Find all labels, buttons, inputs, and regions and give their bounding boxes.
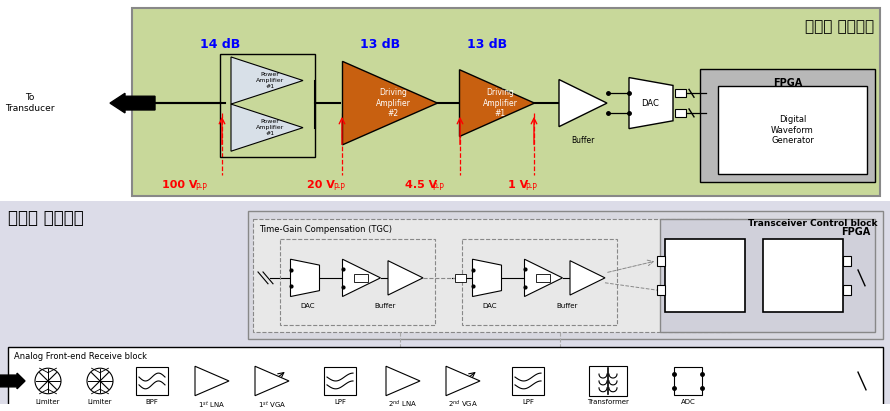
Text: 2$^{nd}$ VGA: 2$^{nd}$ VGA	[448, 399, 478, 410]
Bar	[455, 274, 466, 282]
Text: 1 V: 1 V	[508, 180, 529, 190]
Bar	[462, 239, 617, 325]
Bar	[657, 256, 665, 266]
Text: Buffer: Buffer	[556, 303, 578, 309]
Polygon shape	[195, 366, 229, 396]
Bar	[8, 346, 883, 411]
Circle shape	[87, 368, 113, 394]
Text: P-P: P-P	[333, 182, 345, 192]
Text: 100 V: 100 V	[162, 180, 198, 190]
Polygon shape	[255, 366, 289, 396]
Text: Time-Gain Compensation (TGC): Time-Gain Compensation (TGC)	[259, 225, 392, 234]
Text: Driving
Amplifier
#2: Driving Amplifier #2	[376, 88, 410, 118]
Text: FPGA: FPGA	[841, 227, 870, 237]
Bar	[718, 86, 867, 174]
Text: BPF: BPF	[146, 399, 158, 405]
Polygon shape	[231, 57, 303, 104]
Polygon shape	[524, 259, 562, 296]
Text: ADC
module: ADC module	[785, 265, 821, 286]
Bar	[248, 211, 883, 339]
Text: Buffer: Buffer	[375, 303, 396, 309]
Bar	[843, 285, 851, 295]
Text: Digital
Waveform
Generator: Digital Waveform Generator	[771, 115, 814, 145]
Polygon shape	[290, 259, 320, 296]
Text: DAC: DAC	[482, 303, 498, 309]
Text: 초음파 수신모듈: 초음파 수신모듈	[8, 209, 84, 227]
Bar	[0, 201, 890, 404]
Polygon shape	[388, 261, 423, 295]
Text: Transformer: Transformer	[587, 399, 629, 405]
Bar	[132, 8, 880, 196]
Text: Transceiver Control block: Transceiver Control block	[748, 219, 878, 228]
Text: 20 V: 20 V	[307, 180, 335, 190]
Polygon shape	[459, 70, 535, 136]
Polygon shape	[559, 80, 607, 127]
Bar	[675, 89, 686, 97]
FancyArrow shape	[0, 373, 25, 389]
Bar	[220, 54, 315, 157]
Circle shape	[35, 368, 61, 394]
Text: LPF: LPF	[334, 399, 346, 405]
Text: 13 dB: 13 dB	[467, 38, 507, 51]
Text: Power
Amplifier
#1: Power Amplifier #1	[256, 72, 284, 89]
Text: To
Transducer: To Transducer	[5, 93, 54, 113]
Bar	[536, 274, 549, 282]
Bar	[324, 367, 356, 395]
Text: 13 dB: 13 dB	[360, 38, 400, 51]
Bar	[675, 109, 686, 117]
Text: Power
Amplifier
#1: Power Amplifier #1	[256, 119, 284, 136]
Text: Buffer: Buffer	[571, 136, 595, 145]
Bar	[280, 239, 435, 325]
Bar	[660, 219, 875, 332]
Bar	[674, 367, 702, 395]
Text: 1$^{st}$ VGA: 1$^{st}$ VGA	[258, 399, 287, 410]
Bar	[589, 366, 627, 396]
Text: LPF: LPF	[522, 399, 534, 405]
FancyArrow shape	[110, 93, 155, 113]
Bar	[512, 367, 544, 395]
Polygon shape	[343, 259, 381, 296]
Text: TGC
module: TGC module	[687, 265, 724, 286]
Text: Limiter: Limiter	[36, 399, 61, 405]
Bar	[763, 239, 843, 312]
Bar	[843, 256, 851, 266]
Polygon shape	[386, 366, 420, 396]
Polygon shape	[570, 261, 605, 295]
Bar	[665, 239, 745, 312]
Bar	[657, 285, 665, 295]
Polygon shape	[231, 104, 303, 151]
Text: FPGA: FPGA	[773, 78, 802, 88]
Text: 4.5 V: 4.5 V	[405, 180, 437, 190]
Text: 1$^{st}$ LNA: 1$^{st}$ LNA	[198, 399, 226, 410]
Text: P-P: P-P	[195, 182, 206, 192]
Bar	[253, 219, 733, 332]
Polygon shape	[446, 366, 480, 396]
Text: Limiter: Limiter	[88, 399, 112, 405]
Polygon shape	[343, 61, 438, 145]
Text: DAC: DAC	[641, 99, 659, 108]
Bar	[136, 367, 168, 395]
Text: Analog Front-end Receive block: Analog Front-end Receive block	[14, 351, 147, 360]
Text: P-P: P-P	[525, 182, 537, 192]
Polygon shape	[473, 259, 501, 296]
Bar	[700, 69, 875, 182]
Text: Driving
Amplifier
#1: Driving Amplifier #1	[482, 88, 517, 118]
Polygon shape	[629, 78, 673, 129]
Text: P-P: P-P	[432, 182, 444, 192]
Text: 초음파 송신모듈: 초음파 송신모듈	[805, 20, 874, 35]
Text: DAC: DAC	[301, 303, 315, 309]
Text: 14 dB: 14 dB	[200, 38, 240, 51]
Bar	[353, 274, 368, 282]
Text: 2$^{nd}$ LNA: 2$^{nd}$ LNA	[388, 399, 417, 410]
Text: ADC: ADC	[681, 399, 695, 405]
